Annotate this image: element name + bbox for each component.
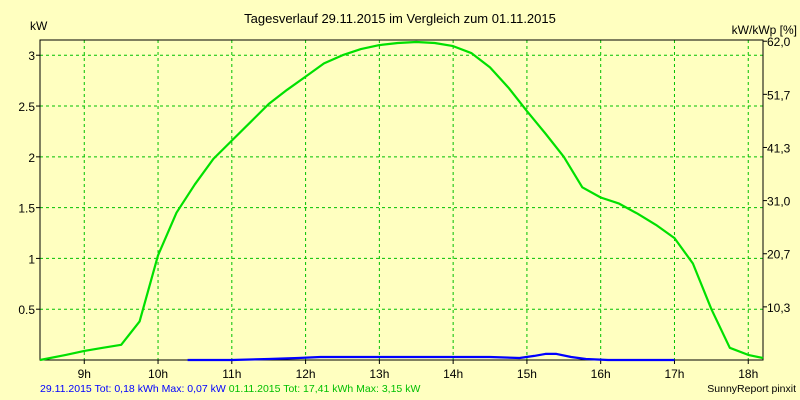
credit-text: SunnyReport pinxit [707,383,796,395]
axis-ticks: 9h 10h 11h 12h 13h 14h 15h 16h 17h 18h 0.5 1 1.5 2 2.5… [18,35,790,381]
tick-label-y-right-3: 31,0 [767,195,791,209]
tick-label-y-right-6: 62,0 [767,35,791,49]
tick-label-x-3: 11h [222,367,241,381]
tick-label-y-right-5: 51,7 [767,88,791,102]
legend-entry-29-11-2015: 29.11.2015 Tot: 0,18 kWh Max: 0,07 kW [40,383,226,395]
chart-title: Tagesverlauf 29.11.2015 im Vergleich zum… [244,11,556,26]
tick-label-x-5: 13h [369,367,389,381]
tick-label-x-6: 14h [443,367,463,381]
y-axis-right-label: kW/kWp [%] [732,23,797,37]
tick-label-x-4: 12h [296,367,316,381]
y-axis-left-label: kW [30,19,48,33]
tick-label-y-right-2: 20,7 [767,248,791,262]
tick-label-x-7: 15h [517,367,537,381]
legend-summary: 29.11.2015 Tot: 0,18 kWh Max: 0,07 kW 01… [40,383,420,395]
tick-label-y-left-1: 0.5 [18,303,35,317]
tick-label-x-2: 10h [148,367,168,381]
tick-label-x-8: 16h [591,367,611,381]
tick-label-x-10: 18h [738,367,758,381]
series-line-01-11-2015 [39,40,764,362]
tick-label-x-9: 17h [664,367,684,381]
tick-label-y-left-2: 1 [28,252,35,266]
tick-label-x-1: 9h [78,367,91,381]
grid [40,40,763,360]
legend-entry-01-11-2015: 01.11.2015 Tot: 17,41 kWh Max: 3,15 kW [228,383,421,395]
series-line-29-11-2015 [187,352,675,362]
tick-label-y-left-5: 2.5 [18,100,35,114]
tick-label-y-right-1: 10,3 [767,301,791,315]
plot-frame [39,39,764,361]
tick-label-y-left-3: 1.5 [18,202,35,216]
tick-label-y-right-4: 41,3 [767,141,791,155]
tick-label-y-left-6: 3 [28,49,35,63]
tick-label-y-left-4: 2 [28,151,35,165]
series-lines [39,40,764,362]
